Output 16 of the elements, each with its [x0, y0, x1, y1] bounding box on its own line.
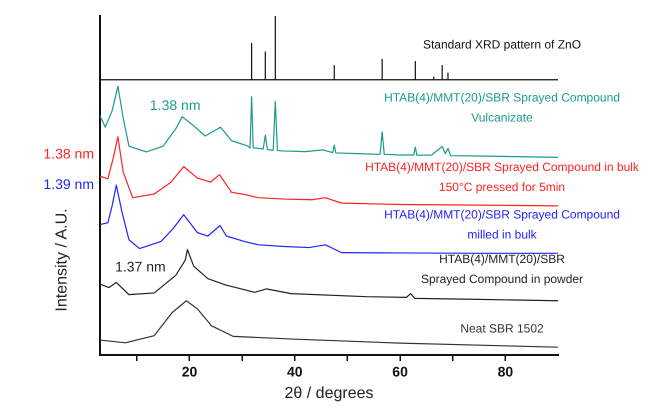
series-label: HTAB(4)/MMT(20)/SBR Sprayed Compound Vulcanizate	[384, 90, 620, 124]
series-label: HTAB(4)/MMT(20)/SBR Sprayed Compound milled in bulk	[384, 208, 620, 242]
series-label: Neat SBR 1502	[460, 321, 544, 336]
x-tick-label: 60	[392, 363, 408, 380]
x-tick-label: 40	[286, 363, 303, 380]
series-label: HTAB(4)/MMT(20)/SBR Sprayed Compound in powder	[420, 252, 584, 286]
annotation: 1.38 nm	[150, 97, 200, 114]
y-axis-title: Intensity / A.U.	[53, 208, 70, 312]
series-label: Standard XRD pattern of ZnO	[422, 38, 582, 52]
x-tick-label: 80	[498, 363, 514, 380]
series-label: HTAB(4)/MMT(20)/SBR Sprayed Compound in bulk 150°C pressed for 5min	[365, 160, 640, 194]
x-tick-label: 20	[182, 363, 198, 380]
text: 1.39 nm	[43, 176, 94, 192]
annotation: 1.37 nm	[115, 258, 166, 274]
text: 1.38 nm	[43, 146, 94, 162]
x-axis-title: 2θ / degrees	[284, 384, 374, 402]
